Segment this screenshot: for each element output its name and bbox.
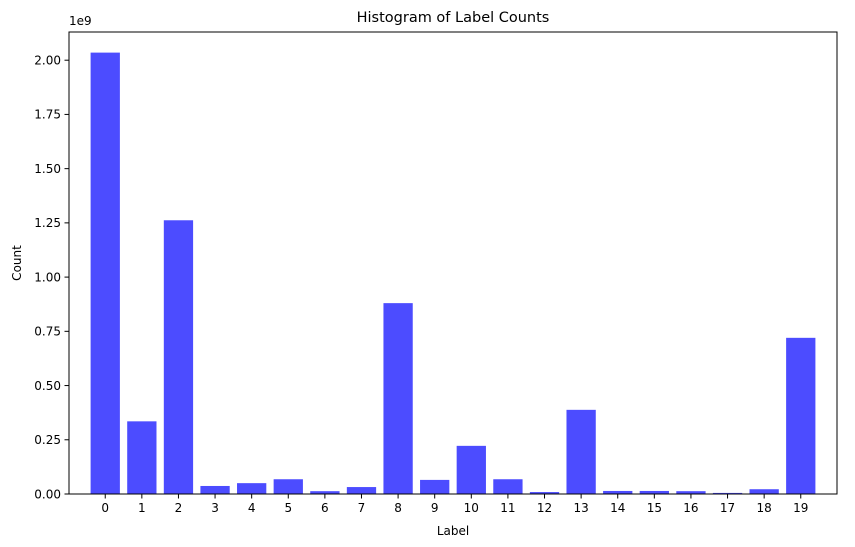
y-axis-label: Count xyxy=(10,245,24,281)
x-tick-label: 17 xyxy=(720,501,735,515)
x-axis-ticks: 0 1 2 3 4 5 6 7 8 9 10 11 12 13 14 15 16 17 18 19 xyxy=(101,494,808,515)
x-tick-label: 19 xyxy=(793,501,808,515)
bar-16 xyxy=(676,491,706,494)
bar-7 xyxy=(346,487,377,494)
x-tick-label: 4 xyxy=(248,501,256,515)
y-axis-offset-label: 1e9 xyxy=(69,14,92,28)
bar-15 xyxy=(639,490,669,494)
bars xyxy=(90,52,816,495)
x-tick-label: 5 xyxy=(284,501,292,515)
bar-11 xyxy=(493,479,523,494)
y-tick-label: 0.75 xyxy=(34,325,61,339)
y-tick-label: 1.00 xyxy=(34,270,61,284)
x-tick-label: 10 xyxy=(464,501,479,515)
y-tick-label: 2.00 xyxy=(34,53,61,67)
bar-17 xyxy=(712,492,743,494)
y-tick-label: 1.75 xyxy=(34,108,61,122)
bar-18 xyxy=(749,489,779,494)
x-tick-label: 11 xyxy=(500,501,515,515)
x-tick-label: 1 xyxy=(138,501,146,515)
bar-10 xyxy=(456,445,486,494)
x-tick-label: 2 xyxy=(175,501,183,515)
bar-9 xyxy=(420,479,450,494)
x-axis-label: Label xyxy=(437,524,469,538)
chart-title: Histogram of Label Counts xyxy=(357,10,550,26)
bar-3 xyxy=(200,485,230,494)
x-tick-label: 8 xyxy=(394,501,402,515)
y-axis-ticks: 0.00 0.25 0.50 0.75 1.00 1.25 1.50 1.75 2.00 xyxy=(34,53,69,501)
x-tick-label: 3 xyxy=(211,501,219,515)
bar-14 xyxy=(603,490,633,494)
y-tick-label: 0.00 xyxy=(34,487,61,501)
y-tick-label: 1.25 xyxy=(34,216,61,230)
x-tick-label: 13 xyxy=(573,501,588,515)
bar-4 xyxy=(237,483,267,494)
x-tick-label: 12 xyxy=(537,501,552,515)
bar-5 xyxy=(273,479,303,494)
x-tick-label: 7 xyxy=(358,501,366,515)
x-tick-label: 6 xyxy=(321,501,329,515)
bar-12 xyxy=(529,492,560,494)
bar-19 xyxy=(786,337,816,494)
bar-6 xyxy=(310,491,340,494)
bar-0 xyxy=(90,52,120,495)
x-tick-label: 16 xyxy=(683,501,698,515)
bar-8 xyxy=(383,303,413,494)
x-tick-label: 15 xyxy=(647,501,662,515)
bar-1 xyxy=(127,421,157,494)
y-tick-label: 1.50 xyxy=(34,162,61,176)
bar-2 xyxy=(163,220,194,494)
y-tick-label: 0.25 xyxy=(34,433,61,447)
bar-13 xyxy=(566,409,596,494)
x-tick-label: 18 xyxy=(757,501,772,515)
y-tick-label: 0.50 xyxy=(34,379,61,393)
x-tick-label: 14 xyxy=(610,501,625,515)
axes-frame xyxy=(68,31,838,495)
x-tick-label: 0 xyxy=(101,501,109,515)
x-tick-label: 9 xyxy=(431,501,439,515)
